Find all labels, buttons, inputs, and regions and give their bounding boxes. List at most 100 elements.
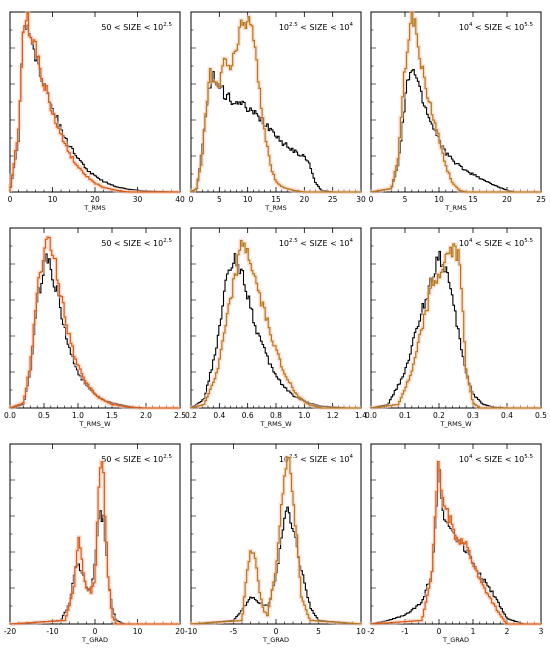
x-axis-label: T_RMS xyxy=(83,204,105,212)
x-tick-label: 20 xyxy=(175,627,185,636)
panel-1-2: 0 5 10 15 20 25 30 T_RMS 102.5 < SIZE < 104 xyxy=(189,11,366,212)
x-tick-label: 0.2 xyxy=(185,411,197,420)
x-tick-label: 1.0 xyxy=(298,411,310,420)
series-halo xyxy=(8,10,180,194)
x-tick-label: 1.0 xyxy=(72,411,84,420)
x-tick-label: 3 xyxy=(539,627,544,636)
x-tick-label: 1 xyxy=(471,627,476,636)
x-tick-label: 0 xyxy=(189,195,194,204)
plot-frame xyxy=(190,11,362,193)
x-tick-label: 1.4 xyxy=(355,411,367,420)
histogram-series-orange xyxy=(9,236,180,409)
size-range-label: 102.5 < SIZE < 104 xyxy=(279,238,354,248)
x-tick-label: 15 xyxy=(468,195,478,204)
series-halo xyxy=(8,235,180,410)
x-tick-label: 20 xyxy=(502,195,512,204)
histogram-series-orange xyxy=(370,461,541,625)
x-tick-label: 0.3 xyxy=(467,411,479,420)
x-tick-label: 0.4 xyxy=(213,411,225,420)
series-halo xyxy=(189,238,361,410)
panel-2-3: 0.0 0.1 0.2 0.3 0.4 0.5 T_RMS_W 104 < SIZE < 10… xyxy=(365,227,547,428)
x-tick-label: 0.5 xyxy=(38,411,50,420)
size-range-label: 104 < SIZE < 105.5 xyxy=(459,238,534,248)
x-tick-label: 10 xyxy=(133,627,143,636)
x-tick-label: 30 xyxy=(133,195,143,204)
series-halo xyxy=(189,455,363,626)
histogram-series-black xyxy=(370,250,541,409)
x-tick-label: 1.2 xyxy=(327,411,339,420)
x-tick-label: 5 xyxy=(403,195,408,204)
x-tick-label: 0.2 xyxy=(433,411,445,420)
panel-2-1: 0.0 0.5 1.0 1.5 2.0 2.5 T_RMS_W 50 < SIZE < 102… xyxy=(4,227,186,428)
x-tick-label: -10 xyxy=(46,627,58,636)
histogram-series-gold xyxy=(370,243,541,409)
x-axis-label: T_RMS xyxy=(264,204,286,212)
x-tick-label: -20 xyxy=(4,627,16,636)
x-tick-label: -10 xyxy=(185,627,197,636)
x-tick-label: 1.5 xyxy=(106,411,118,420)
series-halo xyxy=(9,459,180,626)
x-tick-label: 30 xyxy=(356,195,366,204)
x-tick-label: 40 xyxy=(175,195,185,204)
x-tick-label: 15 xyxy=(271,195,281,204)
x-axis-label: T_GRAD xyxy=(442,636,469,644)
histogram-series-black xyxy=(190,252,361,409)
x-tick-label: 0.1 xyxy=(399,411,411,420)
panel-1-1: 0 10 20 30 40 T_RMS 50 < SIZE < 102.5 xyxy=(8,10,185,212)
x-tick-label: 2.5 xyxy=(174,411,186,420)
panel-3-2: -10 -5 0 5 10 T_GRAD 102.5 < SIZE < 104 xyxy=(185,443,366,644)
size-range-label: 50 < SIZE < 102.5 xyxy=(101,454,172,464)
x-tick-label: 0 xyxy=(369,195,374,204)
histogram-series-gold xyxy=(370,11,541,193)
x-tick-label: 0 xyxy=(8,195,13,204)
histogram-series-black xyxy=(370,68,541,193)
x-tick-label: 0.0 xyxy=(4,411,16,420)
panel-3-3: -2 -1 0 1 2 3 T_GRAD 104 < SIZE < 105.5 xyxy=(367,443,544,644)
x-tick-label: -1 xyxy=(401,627,409,636)
histogram-series-orange xyxy=(10,461,180,625)
x-tick-label: 0.0 xyxy=(365,411,377,420)
panel-3-1: -20 -10 0 10 20 T_GRAD 50 < SIZE < 102.5 xyxy=(4,443,185,644)
x-tick-label: -5 xyxy=(230,627,238,636)
series-halo xyxy=(369,459,541,626)
plot-frame xyxy=(190,443,362,625)
plot-frame xyxy=(190,227,362,409)
x-tick-label: 0 xyxy=(93,627,98,636)
x-tick-label: 5 xyxy=(316,627,321,636)
series-halo xyxy=(189,14,361,194)
size-range-label: 104 < SIZE < 105.5 xyxy=(459,22,534,32)
x-tick-label: 0.5 xyxy=(535,411,547,420)
size-range-label: 104 < SIZE < 105.5 xyxy=(459,454,534,464)
x-tick-label: 10 xyxy=(48,195,58,204)
x-tick-label: -2 xyxy=(367,627,375,636)
x-tick-label: 20 xyxy=(90,195,100,204)
size-range-label: 50 < SIZE < 102.5 xyxy=(101,22,172,32)
x-axis-label: T_RMS_W xyxy=(259,420,292,428)
x-axis-label: T_RMS xyxy=(444,204,466,212)
histogram-series-gold xyxy=(190,240,361,409)
x-tick-label: 25 xyxy=(536,195,546,204)
x-axis-label: T_RMS_W xyxy=(78,420,111,428)
size-range-label: 102.5 < SIZE < 104 xyxy=(279,22,354,32)
x-axis-label: T_GRAD xyxy=(262,636,289,644)
histogram-series-gold xyxy=(190,456,362,625)
x-tick-label: 0.6 xyxy=(242,411,254,420)
x-tick-label: 20 xyxy=(300,195,310,204)
histogram-series-black xyxy=(370,468,541,625)
histogram-series-black xyxy=(9,253,180,409)
x-tick-label: 0 xyxy=(437,627,442,636)
x-axis-label: T_GRAD xyxy=(81,636,108,644)
histogram-series-orange xyxy=(9,12,180,193)
x-tick-label: 2.0 xyxy=(140,411,152,420)
x-tick-label: 25 xyxy=(328,195,338,204)
x-tick-label: 5 xyxy=(217,195,222,204)
x-axis-label: T_RMS_W xyxy=(439,420,472,428)
x-tick-label: 10 xyxy=(434,195,444,204)
x-tick-label: 0.4 xyxy=(501,411,513,420)
x-tick-label: 2 xyxy=(505,627,510,636)
x-tick-label: 0.8 xyxy=(270,411,282,420)
histogram-series-gold xyxy=(190,16,361,193)
x-tick-label: 0 xyxy=(274,627,279,636)
panel-2-2: 0.2 0.4 0.6 0.8 1.0 1.2 1.4 T_RMS_W 102.5 < SIZE… xyxy=(185,227,367,428)
